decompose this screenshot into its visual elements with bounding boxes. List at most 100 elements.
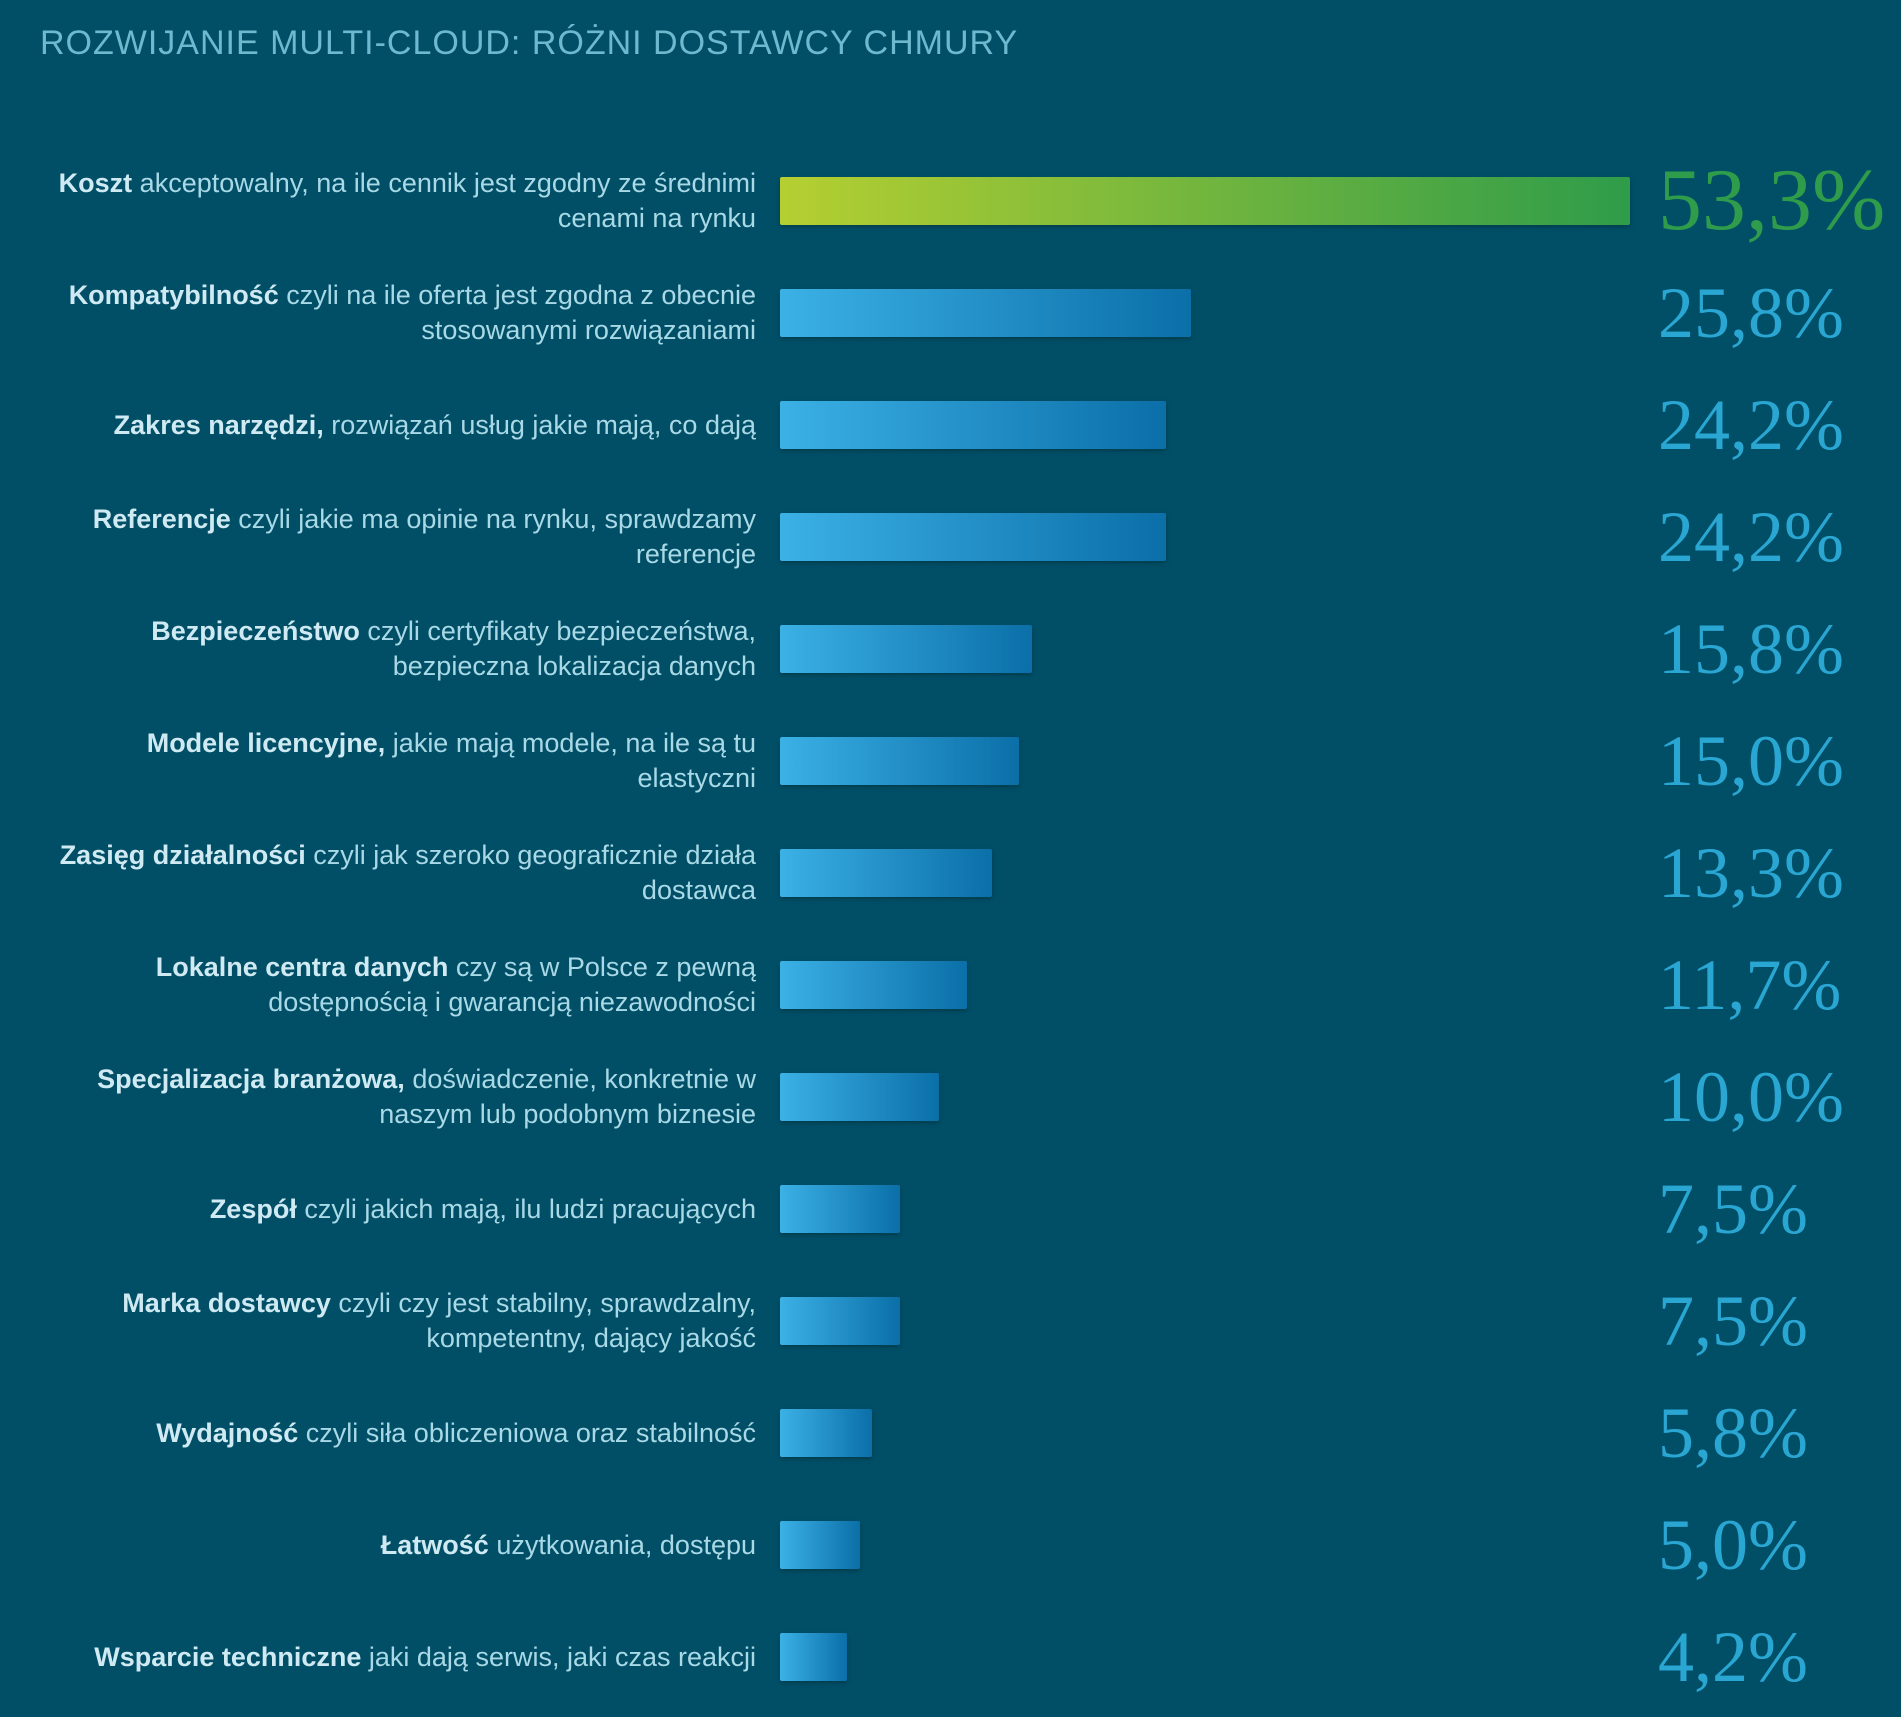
bar-track [780,1073,1630,1121]
row-label-bold: Referencje [93,504,231,534]
row-label-rest: czyli jakich mają, ilu ludzi pracujących [297,1194,756,1224]
row-label-rest: czyli siła obliczeniowa oraz stabilność [298,1418,756,1448]
row-label-bold: Kompatybilność [69,280,279,310]
row-label-bold: Modele licencyjne, [147,728,386,758]
bar [780,513,1166,561]
chart-row: Referencje czyli jakie ma opinie na rynk… [40,489,1861,585]
row-label-bold: Wsparcie techniczne [94,1642,361,1672]
bar-track [780,849,1630,897]
bar [780,961,967,1009]
bar [780,1409,872,1457]
bar [780,401,1166,449]
bar [780,1185,900,1233]
chart-row: Kompatybilność czyli na ile oferta jest … [40,265,1861,361]
row-value: 5,0% [1658,1509,1808,1581]
chart-row: Zasięg działalności czyli jak szeroko ge… [40,825,1861,921]
bar-track [780,513,1630,561]
bar-track [780,177,1630,225]
row-label: Zasięg działalności czyli jak szeroko ge… [40,838,780,907]
row-label: Łatwość użytkowania, dostępu [40,1528,780,1563]
row-label-rest: użytkowania, dostępu [489,1530,756,1560]
row-label: Marka dostawcy czyli czy jest stabilny, … [40,1286,780,1355]
chart-row: Lokalne centra danych czy są w Polsce z … [40,937,1861,1033]
row-label-rest: rozwiązań usług jakie mają, co dają [324,410,756,440]
row-value: 10,0% [1658,1061,1844,1133]
row-value: 24,2% [1658,501,1844,573]
row-label-bold: Wydajność [156,1418,298,1448]
row-label-bold: Specjalizacja branżowa, [97,1064,405,1094]
chart-container: ROZWIJANIE MULTI-CLOUD: RÓŻNI DOSTAWCY C… [0,0,1901,1717]
chart-row: Marka dostawcy czyli czy jest stabilny, … [40,1273,1861,1369]
row-label-bold: Zakres narzędzi, [114,410,324,440]
row-value: 5,8% [1658,1397,1808,1469]
row-value: 53,3% [1658,157,1885,245]
bar-track [780,1409,1630,1457]
row-label-bold: Zasięg działalności [60,840,306,870]
bar [780,1633,847,1681]
row-label: Modele licencyjne, jakie mają modele, na… [40,726,780,795]
bar [780,1521,860,1569]
row-value: 7,5% [1658,1285,1808,1357]
bar [780,1073,939,1121]
row-value: 7,5% [1658,1173,1808,1245]
chart-row: Zakres narzędzi, rozwiązań usług jakie m… [40,377,1861,473]
row-label: Zakres narzędzi, rozwiązań usług jakie m… [40,408,780,443]
bar [780,177,1630,225]
row-label: Wydajność czyli siła obliczeniowa oraz s… [40,1416,780,1451]
row-label-rest: czyli czy jest stabilny, sprawdzalny, ko… [331,1288,756,1353]
bar-track [780,289,1630,337]
row-label-bold: Marka dostawcy [122,1288,331,1318]
bar [780,1297,900,1345]
row-value: 15,8% [1658,613,1844,685]
bar-track [780,401,1630,449]
row-label-rest: czyli jak szeroko geograficznie działa d… [306,840,756,905]
chart-row: Modele licencyjne, jakie mają modele, na… [40,713,1861,809]
row-label: Wsparcie techniczne jaki dają serwis, ja… [40,1640,780,1675]
chart-row: Specjalizacja branżowa, doświadczenie, k… [40,1049,1861,1145]
row-label-rest: czyli na ile oferta jest zgodna z obecni… [279,280,756,345]
row-value: 24,2% [1658,389,1844,461]
chart-row: Wsparcie techniczne jaki dają serwis, ja… [40,1609,1861,1705]
row-label: Bezpieczeństwo czyli certyfikaty bezpiec… [40,614,780,683]
row-label: Specjalizacja branżowa, doświadczenie, k… [40,1062,780,1131]
bar [780,849,992,897]
row-label: Zespół czyli jakich mają, ilu ludzi prac… [40,1192,780,1227]
bar [780,289,1191,337]
row-label-rest: jaki dają serwis, jaki czas reakcji [361,1642,756,1672]
chart-rows: Koszt akceptowalny, na ile cennik jest z… [40,153,1861,1705]
chart-row: Łatwość użytkowania, dostępu 5,0% [40,1497,1861,1593]
bar-track [780,1185,1630,1233]
bar-track [780,961,1630,1009]
row-label: Lokalne centra danych czy są w Polsce z … [40,950,780,1019]
bar-track [780,625,1630,673]
row-label: Koszt akceptowalny, na ile cennik jest z… [40,166,780,235]
row-label-rest: akceptowalny, na ile cennik jest zgodny … [132,168,756,233]
row-value: 4,2% [1658,1621,1808,1693]
row-label-bold: Łatwość [381,1530,489,1560]
bar-track [780,1297,1630,1345]
row-label-bold: Koszt [59,168,133,198]
chart-row: Bezpieczeństwo czyli certyfikaty bezpiec… [40,601,1861,697]
chart-title: ROZWIJANIE MULTI-CLOUD: RÓŻNI DOSTAWCY C… [40,24,1861,63]
chart-row: Zespół czyli jakich mają, ilu ludzi prac… [40,1161,1861,1257]
bar [780,737,1019,785]
row-label-bold: Zespół [210,1194,297,1224]
row-label: Kompatybilność czyli na ile oferta jest … [40,278,780,347]
row-label-bold: Lokalne centra danych [156,952,449,982]
row-label: Referencje czyli jakie ma opinie na rynk… [40,502,780,571]
bar-track [780,1521,1630,1569]
row-value: 13,3% [1658,837,1844,909]
row-value: 11,7% [1658,949,1841,1021]
row-label-rest: czyli jakie ma opinie na rynku, sprawdza… [231,504,756,569]
chart-row: Wydajność czyli siła obliczeniowa oraz s… [40,1385,1861,1481]
row-label-rest: czyli certyfikaty bezpieczeństwa, bezpie… [360,616,756,681]
row-label-bold: Bezpieczeństwo [151,616,360,646]
bar-track [780,1633,1630,1681]
chart-row: Koszt akceptowalny, na ile cennik jest z… [40,153,1861,249]
row-value: 25,8% [1658,277,1844,349]
row-label-rest: jakie mają modele, na ile są tu elastycz… [385,728,756,793]
bar-track [780,737,1630,785]
row-label-rest: doświadczenie, konkretnie w naszym lub p… [379,1064,756,1129]
row-value: 15,0% [1658,725,1844,797]
bar [780,625,1032,673]
